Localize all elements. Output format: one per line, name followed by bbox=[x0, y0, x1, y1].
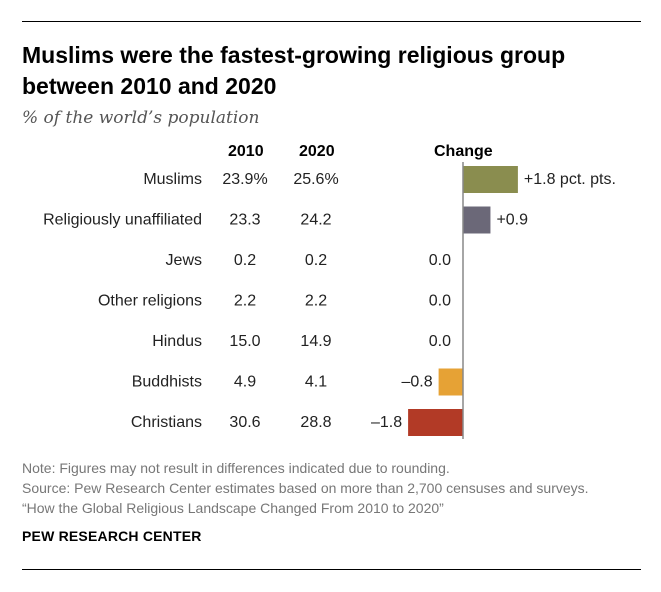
column-header-change: Change bbox=[434, 143, 493, 160]
value-2020-christians: 28.8 bbox=[300, 414, 331, 431]
category-label-religiously-unaffiliated: Religiously unaffiliated bbox=[43, 212, 202, 229]
change-bar-buddhists bbox=[438, 368, 463, 396]
bottom-rule bbox=[22, 569, 641, 570]
notes-block: Note: Figures may not result in differen… bbox=[22, 458, 652, 518]
value-2010-buddhists: 4.9 bbox=[234, 374, 256, 391]
value-2010-muslims: 23.9% bbox=[222, 171, 267, 188]
column-header-2020: 2020 bbox=[299, 143, 335, 160]
category-label-christians: Christians bbox=[131, 414, 202, 431]
change-label-religiously-unaffiliated: +0.9 bbox=[496, 212, 528, 229]
value-2020-jews: 0.2 bbox=[305, 252, 327, 269]
value-2020-hindus: 14.9 bbox=[300, 333, 331, 350]
brand-logo-text: PEW RESEARCH CENTER bbox=[22, 528, 202, 544]
chart-title: Muslims were the fastest-growing religio… bbox=[22, 42, 566, 99]
category-label-buddhists: Buddhists bbox=[132, 374, 202, 391]
change-label-other-religions: 0.0 bbox=[429, 293, 451, 310]
category-label-other-religions: Other religions bbox=[98, 293, 202, 310]
change-label-christians: –1.8 bbox=[371, 414, 402, 431]
change-label-jews: 0.0 bbox=[429, 252, 451, 269]
value-2010-other-religions: 2.2 bbox=[234, 293, 256, 310]
value-2010-jews: 0.2 bbox=[234, 252, 256, 269]
top-rule bbox=[22, 21, 641, 22]
column-header-2010: 2010 bbox=[228, 143, 264, 160]
value-2020-religiously-unaffiliated: 24.2 bbox=[300, 212, 331, 229]
change-bar-muslims bbox=[463, 166, 518, 193]
value-2010-religiously-unaffiliated: 23.3 bbox=[229, 212, 260, 229]
value-2020-muslims: 25.6% bbox=[293, 171, 338, 188]
note-text: Note: Figures may not result in differen… bbox=[22, 460, 450, 476]
change-bar-christians bbox=[408, 409, 463, 436]
category-label-hindus: Hindus bbox=[152, 333, 202, 350]
change-bar-chart: Muslims 23.9% 25.6% +1.8 pct. pts. Religious… bbox=[43, 162, 616, 439]
report-title-text: “How the Global Religious Landscape Chan… bbox=[22, 500, 444, 516]
change-label-buddhists: –0.8 bbox=[401, 374, 432, 391]
category-label-jews: Jews bbox=[166, 252, 202, 269]
source-text: Source: Pew Research Center estimates ba… bbox=[22, 480, 589, 496]
value-2010-christians: 30.6 bbox=[229, 414, 260, 431]
value-2020-other-religions: 2.2 bbox=[305, 293, 327, 310]
change-bar-religiously-unaffiliated bbox=[463, 206, 491, 234]
value-2020-buddhists: 4.1 bbox=[305, 374, 327, 391]
change-label-muslims: +1.8 pct. pts. bbox=[524, 171, 616, 188]
chart-subtitle: % of the world’s population bbox=[22, 108, 260, 128]
value-2010-hindus: 15.0 bbox=[229, 333, 260, 350]
category-label-muslims: Muslims bbox=[143, 171, 202, 188]
change-label-hindus: 0.0 bbox=[429, 333, 451, 350]
